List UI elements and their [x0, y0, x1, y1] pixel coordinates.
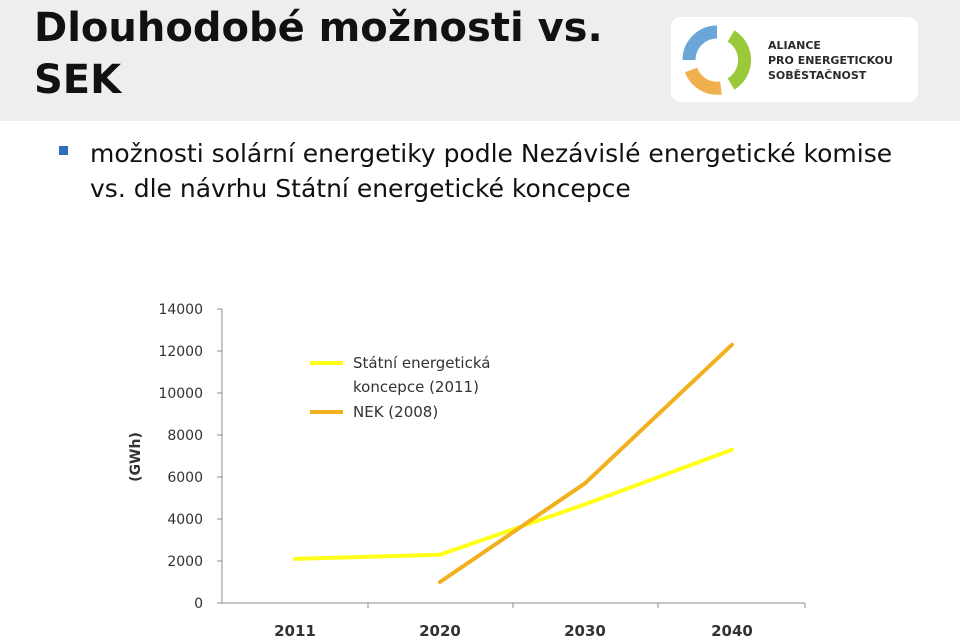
logo-line-3: SOBĚSTAČNOST — [768, 69, 867, 82]
logo-text: ALIANCE PRO ENERGETICKOU SOBĚSTAČNOST — [768, 38, 893, 83]
logo: ALIANCE PRO ENERGETICKOU SOBĚSTAČNOST — [671, 17, 918, 102]
logo-ring-blue — [682, 25, 718, 61]
bullet-marker — [59, 146, 68, 155]
x-tick-label: 2030 — [564, 622, 606, 637]
y-tick-label: 2000 — [167, 554, 203, 570]
y-tick-label: 14000 — [158, 302, 203, 318]
logo-ring-orange — [684, 67, 722, 95]
chart-series — [293, 342, 734, 584]
logo-line-2: PRO ENERGETICKOU — [768, 54, 893, 67]
logo-ring-icon — [682, 25, 752, 95]
series-line-2 — [438, 342, 734, 584]
slide-title: Dlouhodobé možnosti vs. SEK — [34, 5, 603, 103]
x-tick-label: 2020 — [419, 622, 461, 637]
chart-axes: 0 2000 4000 6000 8000 10000 12000 14000 2011 2020… — [128, 302, 806, 637]
y-tick-label: 10000 — [158, 386, 203, 402]
y-axis-label: (GWh) — [128, 432, 144, 482]
legend-label: NEK (2008) — [353, 403, 438, 421]
y-tick-label: 0 — [194, 596, 203, 612]
y-tick-label: 12000 — [158, 344, 203, 360]
logo-ring-green — [727, 30, 752, 90]
y-tick-label: 6000 — [167, 470, 203, 486]
x-tick-label: 2011 — [274, 622, 316, 637]
x-tick-label: 2040 — [711, 622, 753, 637]
chart-legend: Státní energetická koncepce (2011) NEK (20… — [310, 354, 490, 421]
logo-line-1: ALIANCE — [768, 39, 821, 52]
y-tick-label: 8000 — [167, 428, 203, 444]
series-line-1 — [293, 447, 734, 561]
bullet-text: možnosti solární energetiky podle Nezávi… — [90, 139, 893, 203]
legend-label: Státní energetická koncepce (2011) — [353, 354, 490, 396]
y-tick-label: 4000 — [167, 512, 203, 528]
